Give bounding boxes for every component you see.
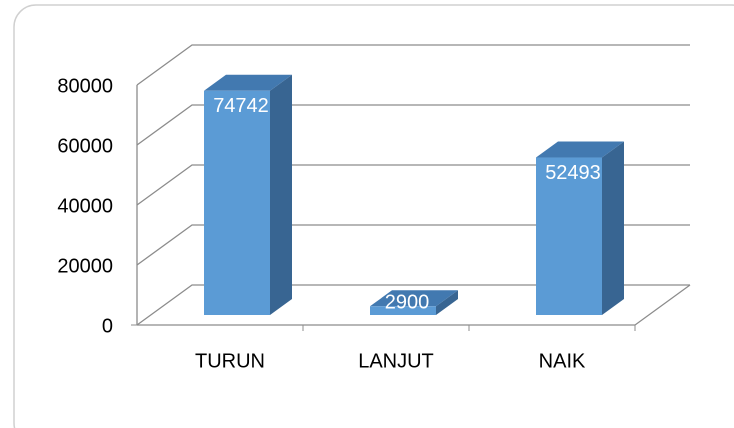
y-tick-label: 60000 <box>57 135 113 157</box>
x-tick-label: LANJUT <box>358 350 434 372</box>
grid-line <box>136 44 690 86</box>
bar <box>536 157 602 315</box>
bar-top <box>370 290 458 307</box>
y-tick-label: 40000 <box>57 195 113 217</box>
bar-side <box>436 290 458 315</box>
bar-side <box>602 141 624 315</box>
grid-line <box>136 224 690 266</box>
x-tick-label: TURUN <box>195 350 265 372</box>
y-tick-label: 80000 <box>57 75 113 97</box>
bar <box>204 90 270 315</box>
value-label: 74742 <box>213 95 269 117</box>
bar-side <box>270 74 292 315</box>
chart-frame <box>13 4 734 428</box>
grid-line <box>136 284 690 326</box>
bar <box>370 306 436 315</box>
grid-line <box>136 164 690 206</box>
grid-line <box>136 104 690 146</box>
y-tick-label: 20000 <box>57 255 113 277</box>
value-label: 52493 <box>545 162 601 184</box>
bar-top <box>204 74 292 91</box>
bar-top <box>536 141 624 158</box>
value-label: 2900 <box>385 291 430 313</box>
x-tick-label: NAIK <box>539 350 586 372</box>
y-tick-label: 0 <box>102 315 113 337</box>
